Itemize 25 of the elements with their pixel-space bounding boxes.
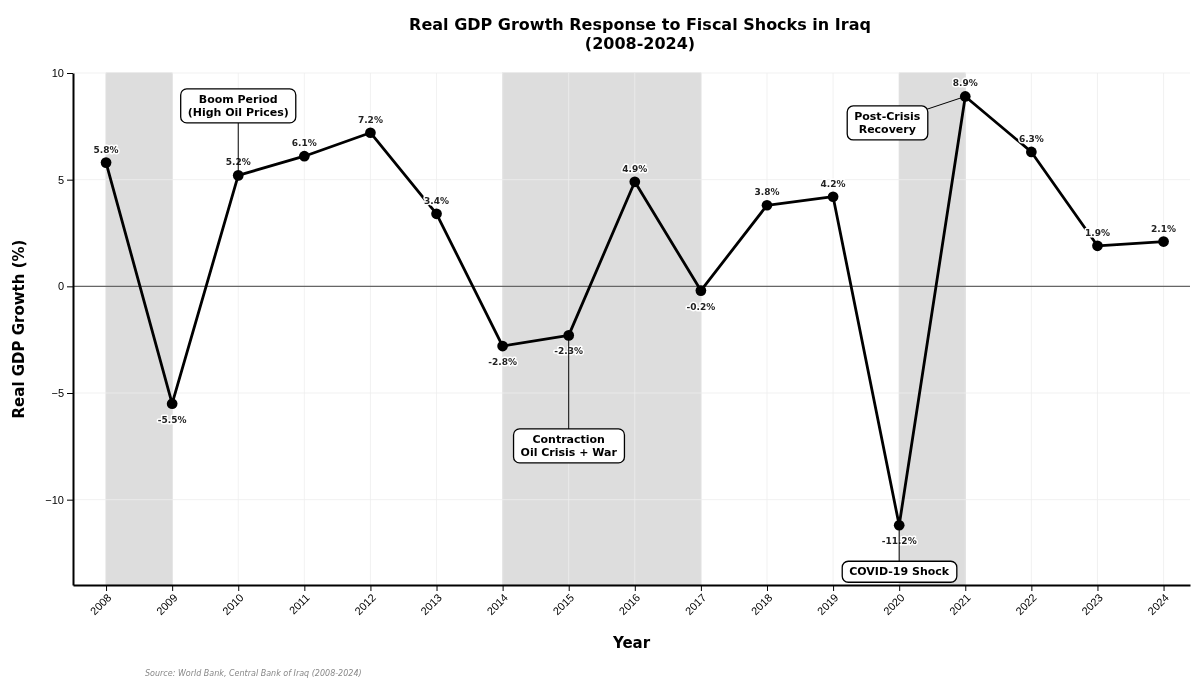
data-label: 6.1% bbox=[291, 138, 317, 149]
y-tick-label: 5 bbox=[57, 173, 64, 186]
data-label: 6.3% bbox=[1018, 133, 1044, 144]
annotation: COVID-19 Shock bbox=[849, 565, 950, 579]
data-label: 2.1% bbox=[1151, 223, 1177, 234]
data-label: -5.5% bbox=[157, 414, 187, 425]
y-tick-label: 10 bbox=[51, 67, 64, 80]
y-tick-label: 0 bbox=[57, 280, 64, 293]
annotation: Boom Period (High Oil Prices) bbox=[187, 92, 289, 119]
data-label: -0.2% bbox=[686, 301, 716, 312]
data-label: 4.9% bbox=[622, 163, 648, 174]
data-label: -2.8% bbox=[488, 357, 517, 368]
chart-title: Real GDP Growth Response to Fiscal Shocks in Iraq (2008-2024) bbox=[409, 15, 871, 53]
annotation: Post-Crisis Recovery bbox=[854, 109, 921, 136]
data-label: 5.8% bbox=[93, 144, 119, 155]
y-tick-label: −10 bbox=[45, 493, 64, 506]
data-label: 7.2% bbox=[357, 114, 383, 125]
annotation: Contraction Oil Crisis + War bbox=[520, 432, 618, 459]
data-label: 8.9% bbox=[952, 78, 978, 89]
source-note: Source: World Bank, Central Bank of Iraq (2008-2024) bbox=[145, 669, 362, 678]
data-label: 3.8% bbox=[754, 187, 780, 198]
y-tick-label: −5 bbox=[51, 387, 64, 400]
data-label: 4.2% bbox=[820, 178, 846, 189]
y-axis-title: Real GDP Growth (%) bbox=[10, 239, 28, 419]
x-axis-title: Year bbox=[611, 634, 651, 652]
